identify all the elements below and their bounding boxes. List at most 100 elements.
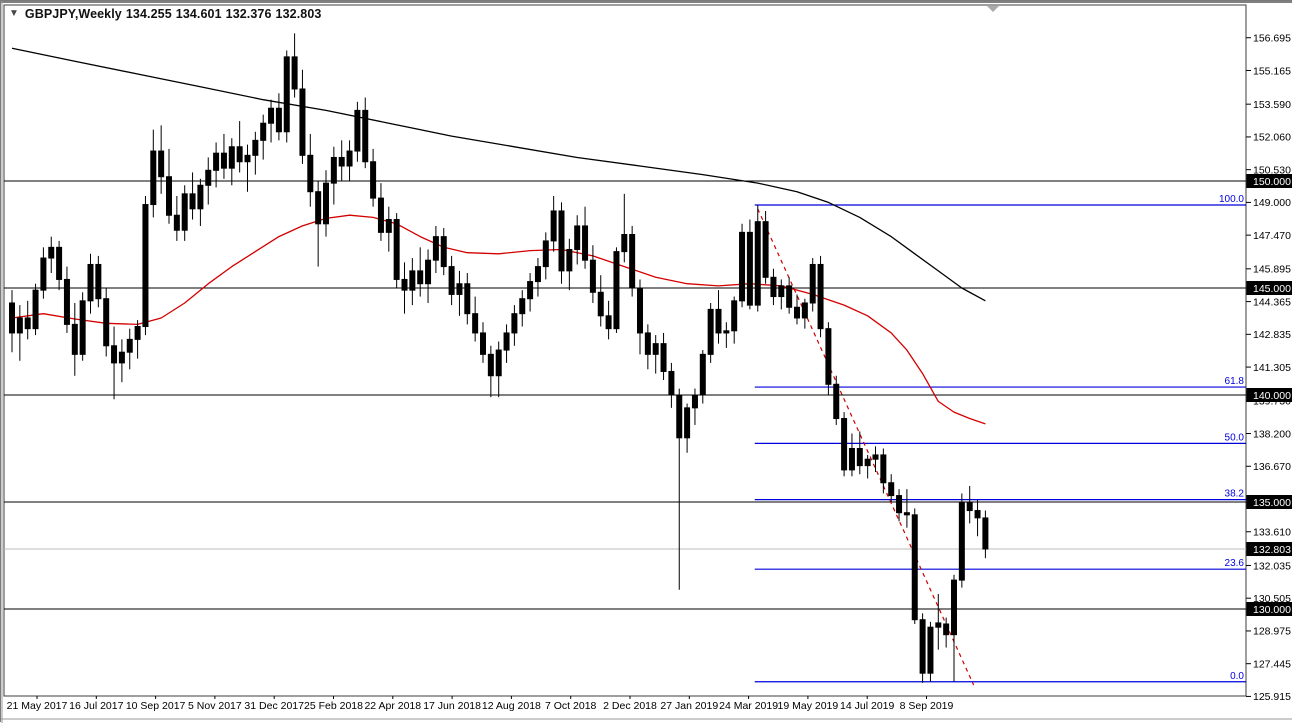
candle-up (457, 284, 462, 295)
candle-down (606, 316, 611, 329)
candle-down (64, 279, 69, 324)
x-tick-label: 22 Apr 2018 (364, 700, 421, 712)
candle-down (300, 89, 305, 155)
candle-up (284, 57, 289, 132)
candle-down (590, 260, 595, 292)
y-tick-label: 145.895 (1253, 264, 1291, 276)
x-tick-label: 19 May 2019 (778, 700, 839, 712)
candle-up (496, 350, 501, 376)
candle-down (818, 264, 823, 328)
y-axis[interactable]: 156.695155.165153.590152.060150.530149.0… (1246, 33, 1292, 704)
candle-up (732, 301, 737, 331)
level-price-label: 130.000 (1253, 604, 1291, 616)
candle-up (622, 235, 627, 252)
candle-down (787, 286, 792, 307)
y-tick-label: 153.590 (1253, 99, 1291, 111)
candle-down (174, 215, 179, 230)
x-tick-label: 10 Sep 2017 (126, 700, 186, 712)
symbol-dropdown-icon[interactable]: ▼ (9, 9, 19, 19)
quote-open: 134.255 (126, 7, 172, 21)
candle-up (49, 247, 54, 258)
candle-up (355, 110, 360, 151)
candle-down (826, 329, 831, 385)
x-tick-label: 27 Jan 2019 (660, 700, 718, 712)
candle-up (740, 232, 745, 300)
candle-up (182, 194, 187, 230)
quote-low: 132.376 (226, 7, 272, 21)
candle-up (653, 344, 658, 355)
y-tick-label: 133.610 (1253, 527, 1291, 539)
candle-down (308, 155, 313, 191)
candle-down (402, 279, 407, 290)
x-tick-label: 14 Jul 2019 (840, 700, 894, 712)
candle-down (881, 455, 886, 483)
candle-down (481, 333, 486, 354)
y-tick-label: 138.200 (1253, 428, 1291, 440)
candle-up (433, 237, 438, 261)
y-tick-label: 147.470 (1253, 230, 1291, 242)
candle-up (229, 147, 234, 168)
candle-down (104, 299, 109, 346)
fib-label-23.6: 23.6 (1225, 558, 1245, 569)
x-tick-label: 7 Oct 2018 (545, 700, 597, 712)
fib-label-38.2: 38.2 (1225, 489, 1245, 500)
y-tick-label: 141.305 (1253, 362, 1291, 374)
candle-down (638, 288, 643, 333)
candle-up (410, 271, 415, 290)
fib-label-100.0: 100.0 (1219, 194, 1244, 205)
candle-up (928, 627, 933, 673)
candle-up (214, 153, 219, 170)
candle-up (865, 459, 870, 465)
level-price-label: 135.000 (1253, 497, 1291, 509)
fib-label-61.8: 61.8 (1225, 376, 1245, 387)
candle-down (975, 511, 980, 518)
level-price-label: 140.000 (1253, 390, 1291, 402)
candle-up (700, 354, 705, 395)
candle-down (465, 284, 470, 314)
candle-up (535, 267, 540, 282)
candle-up (17, 318, 22, 333)
candle-up (347, 151, 352, 166)
x-tick-label: 12 Aug 2018 (482, 700, 541, 712)
candle-up (206, 170, 211, 185)
candle-up (426, 260, 431, 284)
candle-up (504, 333, 509, 350)
candle-up (614, 252, 619, 329)
candle-down (598, 292, 603, 316)
candle-down (96, 264, 101, 298)
fib-label-0.0: 0.0 (1230, 671, 1244, 682)
candle-up (520, 299, 525, 314)
candle-up (959, 502, 964, 580)
y-tick-label: 136.670 (1253, 461, 1291, 473)
candle-down (795, 307, 800, 318)
x-tick-label: 31 Dec 2017 (244, 700, 304, 712)
candle-down (559, 211, 564, 271)
candle-down (897, 496, 902, 513)
candle-down (159, 151, 164, 177)
candle-down (276, 108, 281, 132)
candle-up (936, 623, 941, 627)
x-tick-label: 8 Sep 2019 (900, 700, 954, 712)
symbol-period-label: GBPJPY,Weekly (25, 7, 122, 21)
candle-up (41, 258, 46, 290)
y-tick-label: 144.365 (1253, 296, 1291, 308)
candle-down (771, 277, 776, 296)
candle-down (112, 346, 117, 363)
candle-up (543, 241, 548, 267)
x-tick-label: 2 Dec 2018 (603, 700, 657, 712)
candle-down (834, 384, 839, 418)
candle-down (677, 395, 682, 438)
candle-up (551, 211, 556, 241)
candle-up (33, 290, 38, 329)
candle-up (952, 580, 957, 635)
current-price-label: 132.803 (1253, 544, 1291, 556)
candle-up (151, 151, 156, 205)
x-tick-label: 25 Feb 2018 (304, 700, 363, 712)
candle-up (261, 123, 266, 140)
y-tick-label: 149.000 (1253, 197, 1291, 209)
quote-high: 134.601 (176, 7, 222, 21)
x-tick-label: 24 Mar 2019 (719, 700, 778, 712)
candle-up (245, 155, 250, 161)
